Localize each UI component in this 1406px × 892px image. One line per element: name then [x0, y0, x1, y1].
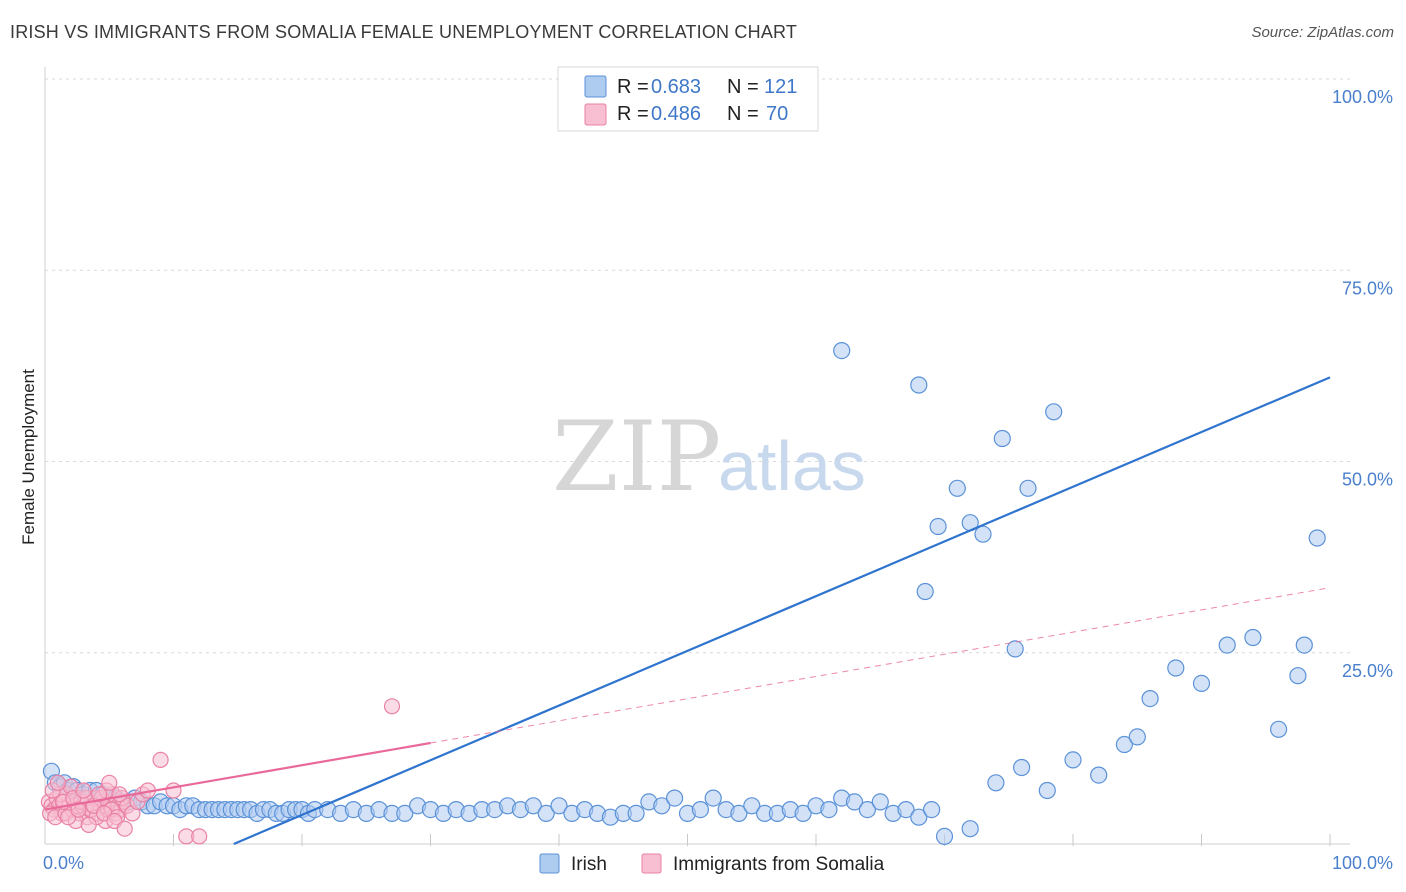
somalia-point: [165, 782, 182, 799]
irish-point: [1019, 479, 1037, 497]
somalia-point: [90, 786, 108, 803]
irish-point: [794, 804, 812, 823]
bottom-legend-label-somalia: Immigrants from Somalia: [673, 854, 885, 875]
legend-n-label-irish: N =: [727, 76, 759, 98]
somalia-point: [70, 801, 87, 818]
irish-point: [396, 804, 414, 823]
legend-r-value-somalia: 0.486: [651, 103, 701, 125]
irish-point: [1128, 728, 1146, 746]
y-tick-label: 100.0%: [1332, 87, 1393, 107]
legend-r-label-irish: R =: [617, 76, 649, 98]
irish-point: [1038, 781, 1056, 800]
irish-point: [845, 793, 864, 811]
legend-n-label-somalia: N =: [727, 103, 759, 125]
irish-point: [929, 517, 947, 536]
trend-lines: [44, 376, 1331, 846]
somalia-point: [75, 782, 92, 799]
irish-point: [1090, 766, 1108, 784]
irish-point: [897, 800, 915, 819]
irish-point: [833, 342, 851, 360]
irish-point: [627, 804, 645, 823]
irish-point: [730, 804, 748, 823]
irish-point: [1308, 529, 1326, 547]
irish-point: [948, 479, 966, 497]
somalia-point: [116, 820, 133, 837]
irish-point: [665, 789, 684, 807]
y-tick-label: 25.0%: [1342, 661, 1393, 681]
y-tick-label: 50.0%: [1342, 470, 1393, 490]
irish-point: [1167, 659, 1185, 677]
watermark-zip: ZIP: [552, 401, 721, 513]
watermark: ZIP atlas: [552, 401, 866, 513]
irish-point: [537, 804, 555, 823]
irish-point: [922, 800, 941, 819]
somalia-trend-line-solid: [44, 741, 431, 811]
legend-box: R = 0.683 N = 121 R = 0.486 N = 70: [557, 66, 819, 132]
irish-point: [1289, 667, 1307, 685]
irish-point: [1006, 640, 1024, 658]
bottom-legend: Irish Immigrants from Somalia: [539, 853, 885, 875]
source-label: Source: ZipAtlas.com: [1251, 24, 1394, 41]
somalia-point: [80, 816, 97, 834]
somalia-point: [49, 774, 67, 791]
irish-point: [820, 800, 838, 819]
somalia-trend-line-dashed: [430, 587, 1331, 744]
irish-point: [1269, 720, 1288, 738]
irish-point: [524, 797, 542, 815]
irish-point: [653, 797, 671, 815]
irish-point: [1192, 674, 1211, 693]
irish-point: [1064, 751, 1082, 769]
y-tick-label: 75.0%: [1342, 278, 1393, 298]
irish-point: [691, 800, 710, 819]
y-axis-label: Female Unemployment: [19, 369, 38, 545]
x-tick-label: 0.0%: [43, 853, 84, 873]
somalia-points: [40, 698, 401, 845]
somalia-point: [383, 698, 401, 715]
irish-point: [550, 797, 568, 815]
somalia-point: [191, 828, 208, 845]
bottom-legend-swatch-irish: [539, 853, 560, 874]
irish-point: [993, 429, 1011, 448]
tick-labels: 25.0% 50.0% 75.0% 100.0% 0.0% 100.0%: [43, 87, 1393, 873]
irish-trend-line: [233, 376, 1331, 846]
bottom-legend-label-irish: Irish: [571, 854, 607, 875]
watermark-atlas: atlas: [718, 427, 866, 505]
irish-point: [1295, 636, 1313, 654]
legend-n-value-somalia: 70: [766, 103, 788, 125]
somalia-point: [111, 786, 128, 803]
legend-n-value-irish: 121: [764, 76, 797, 98]
irish-point: [910, 808, 928, 826]
irish-point: [961, 820, 979, 838]
axes: [44, 67, 1350, 845]
irish-point: [1218, 636, 1236, 654]
somalia-point: [152, 751, 169, 769]
irish-point: [1115, 735, 1134, 754]
x-tick-label: 100.0%: [1332, 853, 1393, 873]
bottom-legend-swatch-somalia: [641, 853, 662, 874]
irish-point: [743, 797, 761, 815]
irish-point: [1244, 628, 1262, 647]
somalia-point: [101, 774, 118, 791]
irish-point: [916, 582, 934, 601]
irish-point: [704, 789, 722, 807]
irish-point: [1012, 758, 1031, 777]
legend-r-value-irish: 0.683: [651, 76, 701, 98]
irish-point: [871, 793, 889, 811]
irish-point: [858, 800, 877, 819]
legend-swatch-irish: [584, 75, 607, 98]
irish-point: [935, 827, 954, 846]
irish-point: [987, 774, 1005, 792]
legend-swatch-somalia: [584, 103, 607, 126]
chart-title: IRISH VS IMMIGRANTS FROM SOMALIA FEMALE …: [10, 22, 798, 42]
irish-point: [910, 376, 928, 394]
irish-point: [1045, 403, 1063, 421]
irish-point: [1141, 689, 1159, 708]
legend-r-label-somalia: R =: [617, 103, 649, 125]
